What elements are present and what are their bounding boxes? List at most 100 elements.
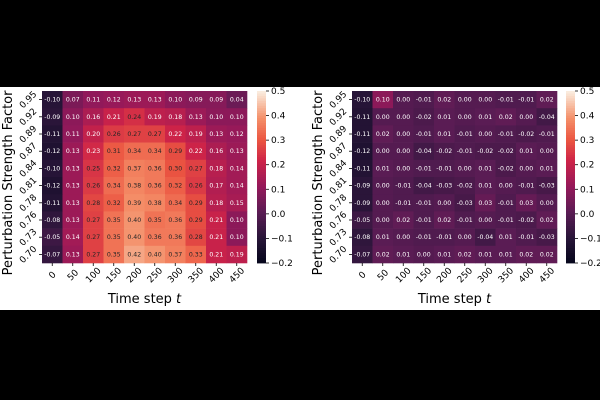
y-tick-label: 0.95	[328, 90, 349, 111]
heatmap-cell	[124, 245, 145, 264]
heatmap-cell	[434, 177, 455, 195]
heatmap-cell	[536, 125, 558, 143]
colorbar-tick-label: 0.2	[580, 161, 594, 171]
heatmap-cell	[434, 245, 455, 264]
colorbar-segment	[566, 191, 575, 195]
colorbar-segment	[566, 172, 575, 175]
y-tick-label: 0.73	[18, 227, 39, 248]
cell-value-label: 0.10	[168, 97, 182, 104]
heatmap-cell	[144, 91, 166, 109]
cell-value-label: 0.02	[437, 97, 451, 104]
heatmap-cell	[495, 142, 517, 161]
colorbar-segment	[257, 240, 266, 244]
x-tick-label: 250	[146, 266, 165, 285]
cell-value-label: 0.19	[148, 114, 162, 121]
heatmap-cell	[393, 177, 414, 195]
cell-value-label: 0.16	[86, 114, 100, 121]
colorbar-segment	[566, 152, 575, 156]
cell-value-label: 0.33	[189, 251, 203, 258]
heatmap-cell	[185, 245, 207, 264]
colorbar-segment	[257, 152, 266, 156]
cell-value-label: 0.36	[148, 234, 162, 241]
cell-value-label: 0.28	[189, 234, 203, 241]
heatmap-cell	[372, 159, 394, 178]
heatmap-cell	[124, 194, 145, 212]
colorbar-segment	[566, 98, 575, 102]
cell-value-label: 0.18	[209, 165, 223, 172]
colorbar-segment	[566, 95, 575, 99]
cell-value-label: 0.00	[376, 217, 390, 224]
cell-value-label: 0.02	[458, 251, 472, 258]
heatmap-cell	[185, 211, 207, 229]
colorbar-segment	[566, 223, 575, 227]
heatmap-cell	[185, 194, 207, 212]
colorbar-tick-label: 0.5	[271, 87, 285, 97]
x-tick-label: 350	[497, 266, 516, 285]
cell-value-label: 0.13	[66, 148, 80, 155]
heatmap-cell	[372, 125, 394, 143]
cell-value-label: 0.27	[148, 131, 162, 138]
cell-value-label: 0.01	[437, 251, 451, 258]
y-tick-label: 0.95	[18, 90, 39, 111]
colorbar-segment	[566, 245, 575, 249]
colorbar-tick-label: −0.2	[271, 259, 293, 269]
cell-value-label: 0.02	[540, 251, 554, 258]
heatmap-cell	[62, 108, 84, 126]
heatmap-cell	[62, 177, 84, 195]
heatmap-cell	[165, 177, 186, 195]
cell-value-label: 0.36	[148, 183, 162, 190]
colorbar-segment	[257, 95, 266, 99]
cell-value-label: -0.09	[354, 183, 370, 190]
cell-value-label: 0.00	[499, 183, 513, 190]
cell-value-label: 0.24	[127, 114, 141, 121]
heatmap-cell	[454, 125, 476, 143]
colorbar-segment	[257, 113, 266, 116]
colorbar-tick-label: −0.1	[580, 234, 600, 244]
colorbar-segment	[566, 110, 575, 114]
heatmap-cell	[393, 211, 414, 229]
heatmap-cell	[165, 228, 186, 247]
heatmap-cell	[352, 177, 373, 195]
colorbar-segment	[257, 147, 266, 151]
cell-value-label: -0.01	[457, 131, 473, 138]
colorbar-segment	[566, 226, 575, 229]
heatmap-cell	[454, 159, 476, 178]
cell-value-label: 0.07	[66, 97, 80, 104]
heatmap-cell	[516, 142, 537, 161]
heatmap-cell	[42, 142, 63, 161]
colorbar-segment	[566, 258, 575, 261]
colorbar-segment	[257, 105, 266, 109]
cell-value-label: -0.04	[539, 114, 555, 121]
x-tick-label: 100	[394, 266, 413, 285]
heatmap-cell	[62, 159, 84, 178]
cell-value-label: 0.42	[127, 251, 141, 258]
heatmap-cell	[413, 228, 435, 247]
cell-value-label: 0.25	[86, 165, 100, 172]
cell-value-label: -0.01	[436, 234, 452, 241]
heatmap-cell	[144, 228, 166, 247]
colorbar-segment	[257, 206, 266, 210]
y-tick-label: 0.76	[328, 210, 349, 231]
heatmap-cell	[62, 228, 84, 247]
heatmap-panel-right: -0.10 0.10 0.00 -0.01 0.02 0.00 0.00 -0.01 -0.01…	[311, 79, 600, 307]
x-tick-label: 50	[376, 268, 391, 283]
colorbar-segment	[257, 118, 266, 121]
heatmap-cell	[83, 177, 104, 195]
colorbar-segment	[566, 216, 575, 220]
cell-value-label: 0.00	[478, 131, 492, 138]
y-tick-label: 0.92	[18, 107, 39, 128]
cell-value-label: -0.01	[498, 131, 514, 138]
cell-value-label: 0.15	[230, 200, 244, 207]
cell-value-label: 0.00	[376, 148, 390, 155]
cell-value-label: -0.01	[457, 148, 473, 155]
cell-value-label: 0.00	[376, 183, 390, 190]
cell-value-label: 0.39	[127, 200, 141, 207]
cell-value-label: 0.10	[66, 114, 80, 121]
heatmap-cell	[62, 142, 84, 161]
heatmap-cell	[124, 211, 145, 229]
cell-value-label: 0.00	[540, 200, 554, 207]
cell-value-label: -0.02	[457, 183, 473, 190]
colorbar-segment	[566, 122, 575, 126]
x-tick-label: 50	[66, 268, 81, 283]
colorbar-segment	[257, 255, 266, 259]
